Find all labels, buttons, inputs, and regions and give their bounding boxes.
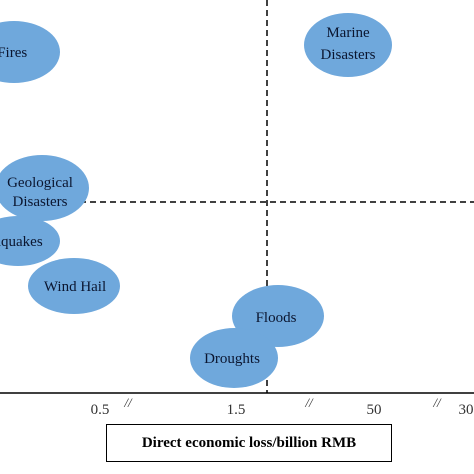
bubble-label: Floods (256, 310, 297, 326)
x-axis-label: Direct economic loss/billion RMB (106, 424, 392, 462)
ticks-layer: 0.5 1.5 50 30 // // // (91, 395, 474, 418)
bubble-label: Droughts (204, 351, 260, 367)
bubble-label: Marine (326, 25, 370, 41)
data-point: Floods (232, 285, 324, 347)
bubble-label: thquakes (0, 234, 43, 250)
x-tick-label: 0.5 (91, 402, 110, 418)
data-point: thquakes (0, 216, 60, 266)
bubble-marker (232, 285, 324, 347)
bubble-marker (28, 258, 120, 314)
x-tick-label: 50 (367, 402, 382, 418)
axis-break-mark: // (432, 395, 442, 410)
data-point: Geological Disasters (0, 155, 89, 221)
data-point: Wind Hail (28, 258, 120, 314)
axis-break-mark: // (304, 395, 314, 410)
bubble-marker (0, 216, 60, 266)
bubble-label: Disasters (321, 47, 376, 63)
data-point: Marine Disasters (304, 13, 392, 77)
x-tick-label: 30 (459, 402, 474, 418)
bubble-marker (0, 155, 89, 221)
data-point: Droughts (190, 328, 278, 388)
data-point: est Fires (0, 21, 60, 83)
x-tick-label: 1.5 (227, 402, 246, 418)
bubble-marker (304, 13, 392, 77)
axis-break-mark: // (123, 395, 133, 410)
bubble-marker (0, 21, 60, 83)
bubbles-layer: est Fires Marine Disasters Geological Disast… (0, 13, 392, 388)
bubble-label: Disasters (13, 194, 68, 210)
bubble-label: Geological (7, 175, 73, 191)
bubble-label: Wind Hail (44, 279, 106, 295)
bubble-label: est Fires (0, 45, 27, 61)
bubble-marker (190, 328, 278, 388)
